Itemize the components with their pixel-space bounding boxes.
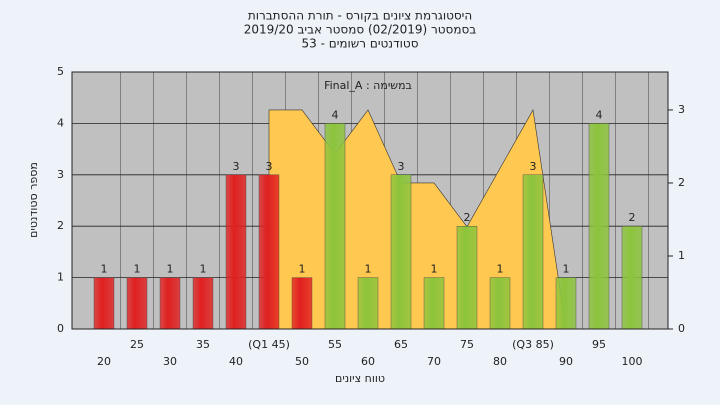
y-axis-label: מספר סטודנטים: [27, 162, 40, 238]
chart-title: היסטוגרמת ציונים בקורס - תורת ההסתברות: [248, 9, 472, 23]
y2-tick-label: 3: [678, 103, 685, 116]
data-label: 1: [431, 263, 438, 276]
bar: [357, 277, 379, 330]
y-tick-label: 2: [57, 219, 64, 232]
chart-subtitle: בסמסטר (02/2019) סמסטר אביב 2019/20: [244, 23, 476, 37]
x-tick-label: 20: [97, 355, 111, 368]
data-label: 1: [299, 263, 306, 276]
bar: [258, 174, 280, 330]
bar: [423, 277, 445, 330]
x-axis-label: טווח ציונים: [335, 372, 385, 385]
bar: [291, 277, 313, 330]
y-tick-label: 4: [57, 116, 64, 129]
data-label: 3: [266, 160, 273, 173]
data-label: 1: [365, 263, 372, 276]
x-tick-label: (Q1 45): [248, 338, 290, 351]
data-label: 3: [233, 160, 240, 173]
y-tick-label: 1: [57, 271, 64, 284]
y-tick-label: 5: [57, 65, 64, 78]
bar: [555, 277, 577, 330]
x-tick-label: 35: [196, 338, 210, 351]
y-tick-label: 0: [57, 322, 64, 335]
bar: [489, 277, 511, 330]
bar: [225, 174, 247, 330]
bar: [390, 174, 412, 330]
x-tick-label: (Q3 85): [512, 338, 554, 351]
chart-subtitle: סטודנטים רשומים - 53: [301, 37, 418, 51]
x-tick-label: 95: [592, 338, 606, 351]
bar: [93, 277, 115, 330]
plot-border: [71, 71, 669, 330]
y2-tick-label: 0: [678, 322, 685, 335]
data-label: 3: [398, 160, 405, 173]
data-label: 2: [629, 211, 636, 224]
x-tick-label: 90: [559, 355, 573, 368]
data-label: 4: [596, 108, 603, 121]
bar: [324, 123, 346, 330]
x-tick-label: 70: [427, 355, 441, 368]
x-tick-label: 100: [622, 355, 643, 368]
bar: [621, 225, 643, 330]
bar: [522, 174, 544, 330]
x-tick-label: 60: [361, 355, 375, 368]
x-tick-label: 75: [460, 338, 474, 351]
data-label: 1: [134, 263, 141, 276]
data-label: 1: [167, 263, 174, 276]
annotation: Final_A : במשימה: [324, 79, 412, 92]
y2-tick-label: 1: [678, 249, 685, 262]
bar: [456, 225, 478, 330]
data-label: 1: [200, 263, 207, 276]
bar: [588, 123, 610, 330]
x-tick-label: 80: [493, 355, 507, 368]
data-label: 2: [464, 211, 471, 224]
data-label: 3: [530, 160, 537, 173]
data-label: 1: [497, 263, 504, 276]
bar: [192, 277, 214, 330]
data-label: 4: [332, 108, 339, 121]
y-tick-label: 3: [57, 168, 64, 181]
x-tick-label: 55: [328, 338, 342, 351]
bar: [159, 277, 181, 330]
x-tick-label: 40: [229, 355, 243, 368]
bar: [126, 277, 148, 330]
x-tick-label: 65: [394, 338, 408, 351]
x-tick-label: 25: [130, 338, 144, 351]
data-label: 1: [101, 263, 108, 276]
x-tick-label: 50: [295, 355, 309, 368]
y2-tick-label: 2: [678, 176, 685, 189]
data-label: 1: [563, 263, 570, 276]
x-tick-label: 30: [163, 355, 177, 368]
